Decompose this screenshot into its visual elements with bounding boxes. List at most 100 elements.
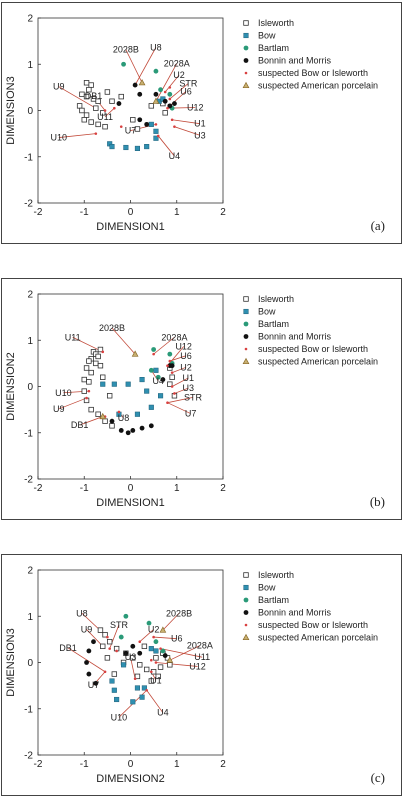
data-point-bonnin-and-morris [160, 377, 166, 382]
data-point-isleworth [169, 374, 175, 380]
data-point-bow [153, 367, 159, 373]
data-point-isleworth [86, 358, 92, 364]
data-point-suspected-bow-or-isleworth [168, 359, 172, 363]
data-point-bow [153, 135, 159, 141]
data-point-bow [134, 145, 140, 151]
annotation-label: 2028A [187, 641, 213, 651]
data-point-suspected-bow-or-isleworth [119, 125, 123, 128]
annotation-leader [160, 648, 203, 658]
data-point-bonnin-and-morris [109, 418, 115, 424]
annotation-label: U11 [194, 652, 210, 662]
data-point-bartlam [121, 61, 126, 67]
legend-marker [243, 32, 249, 39]
annotation-label: U1 [194, 119, 206, 129]
data-point-bonnin-and-morris [116, 101, 122, 106]
legend-marker [244, 347, 248, 351]
data-point-suspected-bow-or-isleworth [103, 670, 107, 674]
data-point-suspected-bow-or-isleworth [115, 649, 118, 653]
legend-label: suspected American porcelain [258, 81, 378, 91]
data-point-bonnin-and-morris [139, 425, 145, 431]
y-tick-label: 0 [27, 382, 33, 393]
annotation-label: U8 [150, 42, 162, 52]
panel-label: (a) [371, 218, 385, 233]
data-point-isleworth [109, 423, 115, 429]
data-point-isleworth [148, 103, 155, 109]
data-point-bonnin-and-morris [130, 643, 136, 649]
data-point-isleworth [109, 98, 115, 104]
data-point-isleworth [88, 406, 94, 413]
data-point-isleworth [81, 117, 87, 123]
annotation-label: 2028B [99, 323, 125, 333]
y-axis-label: DIMENSION3 [5, 628, 17, 696]
legend-label: Isleworth [258, 570, 294, 580]
data-point-bow [100, 381, 106, 387]
annotation-label: U6 [171, 634, 183, 644]
annotation-leader [162, 612, 180, 631]
annotation-label: STR [110, 620, 129, 630]
chart-panel-b: -2 -1 0 1 2 -2 -1 0 1 2 DIMENSION1 DIMENSION2 (b) U11… [1, 278, 402, 520]
data-point-isleworth [83, 365, 90, 371]
data-point-bartlam [167, 351, 173, 357]
data-point-bartlam [146, 620, 152, 626]
annotation-leader [58, 86, 97, 109]
data-point-suspected-bow-or-isleworth [152, 635, 155, 639]
data-point-suspected-bow-or-isleworth [108, 647, 111, 650]
data-point-bow [109, 144, 115, 150]
x-axis-label: DIMENSION2 [96, 773, 164, 785]
data-point-bartlam [167, 91, 173, 97]
data-point-isleworth [111, 671, 118, 677]
legend-label: suspected Bow or Isleworth [258, 68, 368, 78]
data-point-suspected-bow-or-isleworth [156, 134, 160, 138]
annotation-label: STR [184, 392, 203, 402]
data-point-suspected-bow-or-isleworth [163, 90, 167, 94]
data-point-bonnin-and-morris [125, 430, 131, 436]
data-point-suspected-american-porcelain [159, 626, 167, 633]
data-point-bow [134, 411, 140, 417]
data-point-bonnin-and-morris [118, 428, 124, 433]
data-point-suspected-bow-or-isleworth [87, 389, 91, 393]
data-point-bow [153, 128, 159, 134]
annotation-label: DB1 [59, 643, 77, 653]
data-point-bartlam [160, 648, 166, 654]
annotation-label: U9 [53, 82, 65, 92]
legend-marker [243, 610, 249, 615]
data-point-isleworth [104, 89, 111, 95]
y-tick-label: 1 [27, 60, 33, 71]
data-point-isleworth [95, 411, 101, 417]
annotation-leader [134, 47, 157, 86]
data-point-isleworth [106, 393, 113, 399]
annotation-leader [174, 126, 201, 136]
data-point-isleworth [83, 80, 90, 86]
data-point-isleworth [95, 98, 101, 104]
legend-label: Bow [258, 583, 276, 593]
annotation-leader [171, 366, 187, 373]
panel-label: (c) [371, 770, 385, 785]
data-point-isleworth [97, 362, 104, 369]
data-point-suspected-bow-or-isleworth [168, 86, 172, 89]
data-point-isleworth [153, 655, 159, 661]
data-point-bonnin-and-morris [167, 103, 173, 109]
data-point-bonnin-and-morris [86, 671, 92, 677]
data-point-bow [153, 648, 159, 654]
data-point-isleworth [86, 379, 92, 385]
data-point-suspected-american-porcelain [166, 656, 174, 663]
annotation-label: 2028A [161, 332, 187, 342]
y-axis-label: DIMENSION2 [5, 352, 17, 420]
annotation-label: 2028B [166, 608, 192, 618]
data-point-suspected-bow-or-isleworth [166, 401, 169, 404]
annotation-label: U8 [76, 608, 88, 618]
y-tick-label: -1 [24, 704, 33, 715]
x-tick-label: -2 [34, 207, 43, 218]
data-point-bonnin-and-morris [93, 680, 99, 686]
data-point-suspected-bow-or-isleworth [173, 125, 176, 128]
data-point-bonnin-and-morris [172, 101, 177, 106]
data-point-bow [148, 404, 154, 410]
data-point-suspected-american-porcelain [99, 412, 107, 420]
data-point-isleworth [88, 119, 94, 125]
x-tick-label: 1 [174, 207, 180, 218]
annotation-leader [169, 645, 201, 661]
data-point-bow [148, 646, 154, 652]
annotation-leader [167, 402, 191, 414]
data-point-bow [123, 144, 129, 151]
annotation-label: STR [179, 78, 198, 88]
